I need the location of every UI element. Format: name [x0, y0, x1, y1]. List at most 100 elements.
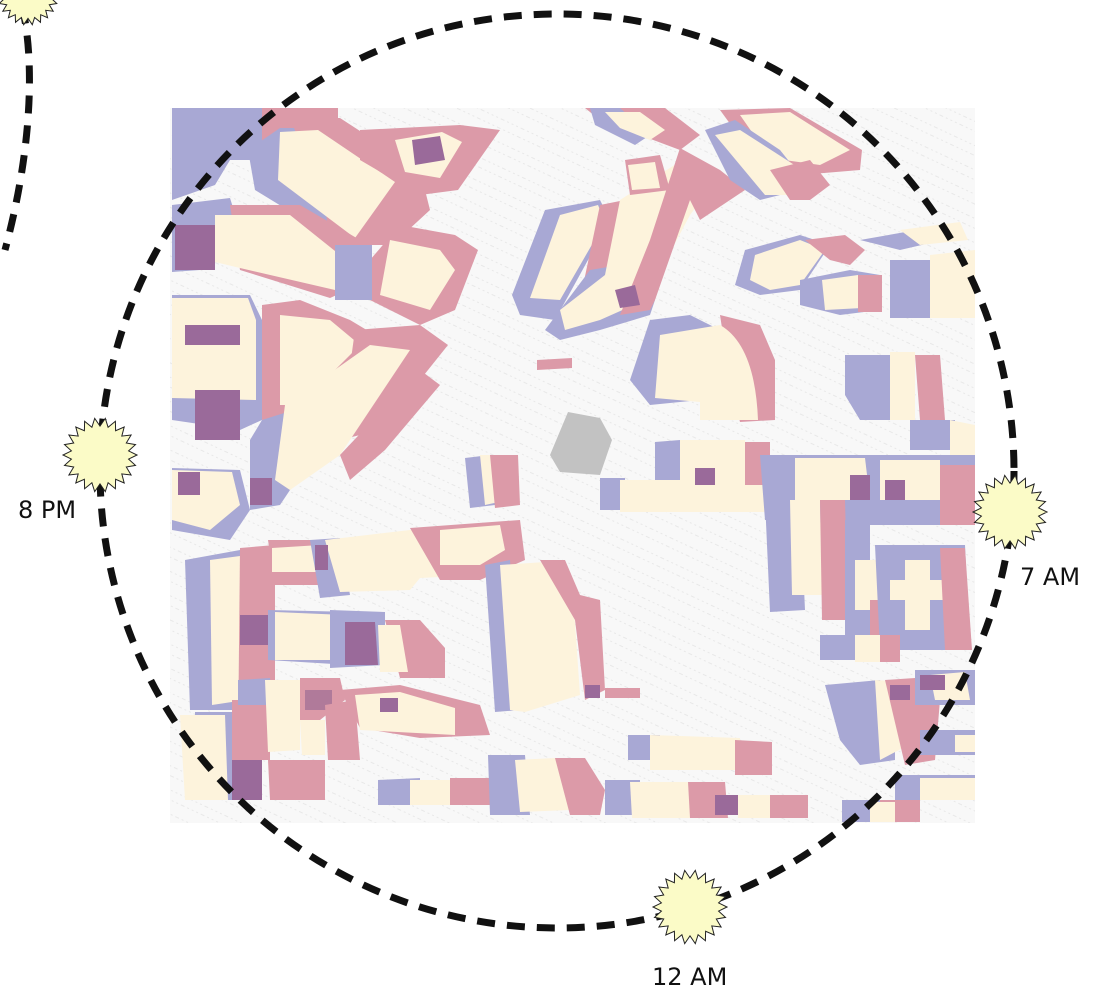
shadow-overlap: [412, 136, 445, 165]
shadow-overlap: [185, 325, 240, 345]
sun-path: [96, 10, 1018, 932]
building: [855, 560, 880, 610]
shadow-overlap: [345, 622, 378, 665]
sun-icon-7am: [971, 474, 1049, 550]
shadow-evening: [325, 700, 360, 760]
shadow-morning: [655, 440, 680, 480]
shadow-evening: [232, 700, 270, 760]
shadow-evening: [537, 358, 572, 370]
shadow-morning: [172, 108, 262, 200]
shadow-evening: [805, 235, 865, 265]
building: [300, 720, 325, 755]
building: [530, 205, 605, 300]
building: [378, 625, 408, 672]
building: [210, 556, 245, 705]
building: [265, 680, 300, 752]
building-group-left-middle: [172, 295, 448, 540]
plaza: [550, 412, 612, 475]
building: [822, 275, 862, 310]
building-group-top-right: [705, 108, 975, 318]
shadow-overlap: [585, 685, 600, 698]
building: [738, 795, 770, 818]
shadow-overlap: [232, 760, 262, 800]
building: [440, 525, 505, 565]
building: [930, 250, 975, 318]
building: [950, 420, 975, 455]
building-group-top-center: [512, 108, 745, 340]
shadow-evening: [555, 758, 605, 815]
building: [628, 162, 660, 190]
shadow-overlap: [695, 468, 715, 485]
time-label-12am: 12 AM: [652, 963, 727, 991]
building: [172, 298, 256, 400]
building: [920, 778, 975, 800]
shadow-evening: [915, 355, 945, 420]
building-group-bottom-right: [825, 670, 975, 822]
shadow-evening: [450, 778, 490, 805]
shadow-overlap: [615, 285, 640, 308]
shadow-evening: [770, 795, 808, 818]
sun-icon-12am: [651, 869, 729, 945]
building: [215, 215, 340, 290]
building-group-center: [465, 358, 572, 508]
shadow-evening: [340, 370, 440, 480]
shadow-evening: [880, 635, 900, 662]
time-label-7am: 7 AM: [1020, 563, 1080, 591]
shadow-evening: [620, 148, 745, 315]
shadow-evening: [940, 548, 972, 650]
shadow-evening: [770, 160, 830, 200]
shadow-overlap: [250, 478, 272, 505]
shadow-overlap: [380, 698, 398, 712]
building: [410, 780, 455, 805]
building: [650, 735, 740, 770]
time-label-8pm: 8 PM: [18, 496, 76, 524]
shadow-morning: [910, 420, 955, 450]
shadow-overlap: [920, 675, 945, 690]
shadow-evening: [735, 740, 772, 775]
building: [278, 130, 395, 238]
building: [790, 500, 822, 595]
shadow-morning: [600, 478, 625, 510]
building: [605, 112, 665, 140]
shadow-overlap: [315, 545, 328, 570]
building: [855, 635, 885, 662]
shadow-evening: [820, 500, 848, 620]
building-group-top-left: [172, 108, 500, 325]
shadow-overlap: [850, 475, 870, 500]
shadow-morning: [335, 245, 372, 300]
building-group-bottom-row: [378, 735, 808, 818]
building: [500, 562, 580, 712]
shadow-overlap: [178, 472, 200, 495]
shadow-morning: [378, 778, 420, 805]
building: [275, 345, 410, 490]
building: [280, 315, 360, 405]
shadow-morning: [890, 260, 935, 318]
shadow-overlap: [240, 615, 268, 645]
sun-icon-8pm: [61, 417, 139, 493]
building: [955, 735, 975, 752]
building-group-bottom-center: [485, 560, 640, 712]
shadow-morning: [238, 678, 272, 705]
shadow-evening: [540, 560, 605, 700]
shadow-overlap: [885, 480, 905, 500]
building: [750, 240, 825, 290]
shadow-morning: [845, 355, 895, 420]
shadow-overlap: [715, 795, 738, 815]
sun-path-partial: [1, 5, 33, 251]
sun-markers: [0, 0, 1049, 945]
building: [620, 480, 780, 512]
building: [630, 782, 690, 818]
shadow-overlap: [175, 225, 215, 270]
shadow-evening: [490, 455, 520, 508]
building: [275, 612, 345, 660]
building: [890, 560, 950, 630]
building: [870, 802, 895, 822]
sun-icon-partial: [0, 0, 58, 26]
shadow-evening: [858, 275, 882, 312]
building: [380, 240, 455, 310]
building-group-center-right: [630, 315, 975, 455]
shadow-evening: [268, 760, 325, 800]
shadow-overlap: [890, 685, 910, 700]
shadow-evening: [605, 688, 640, 698]
